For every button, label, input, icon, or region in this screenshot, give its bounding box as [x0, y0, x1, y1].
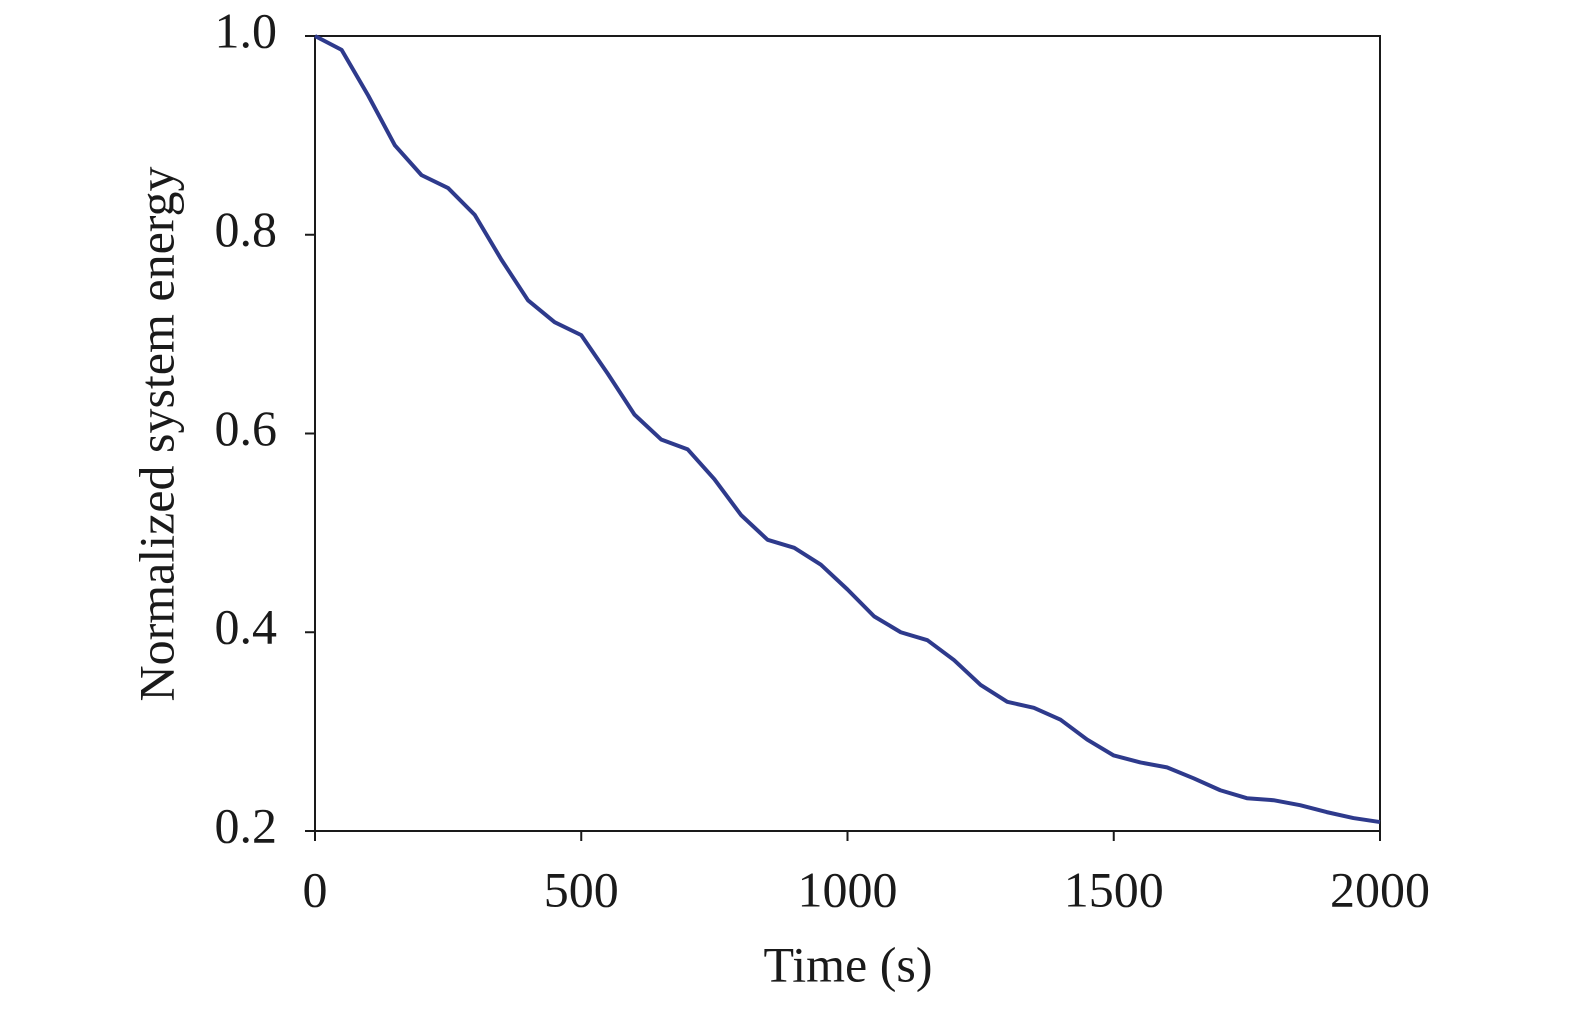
x-tick-label: 0 [303, 861, 328, 917]
y-axis-label: Normalized system energy [128, 166, 184, 701]
y-tick-label: 1.0 [215, 2, 278, 58]
x-axis-label: Time (s) [763, 936, 932, 992]
x-tick-label: 1000 [798, 861, 898, 917]
y-tick-label: 0.8 [215, 201, 278, 257]
y-tick-label: 0.4 [215, 599, 278, 655]
x-tick-label: 2000 [1330, 861, 1430, 917]
y-tick-label: 0.6 [215, 400, 278, 456]
x-tick-label: 500 [544, 861, 619, 917]
plot-frame [314, 35, 1381, 832]
data-line [314, 34, 1381, 825]
x-tick-label: 1500 [1064, 861, 1164, 917]
y-tick-label: 0.2 [215, 797, 278, 853]
